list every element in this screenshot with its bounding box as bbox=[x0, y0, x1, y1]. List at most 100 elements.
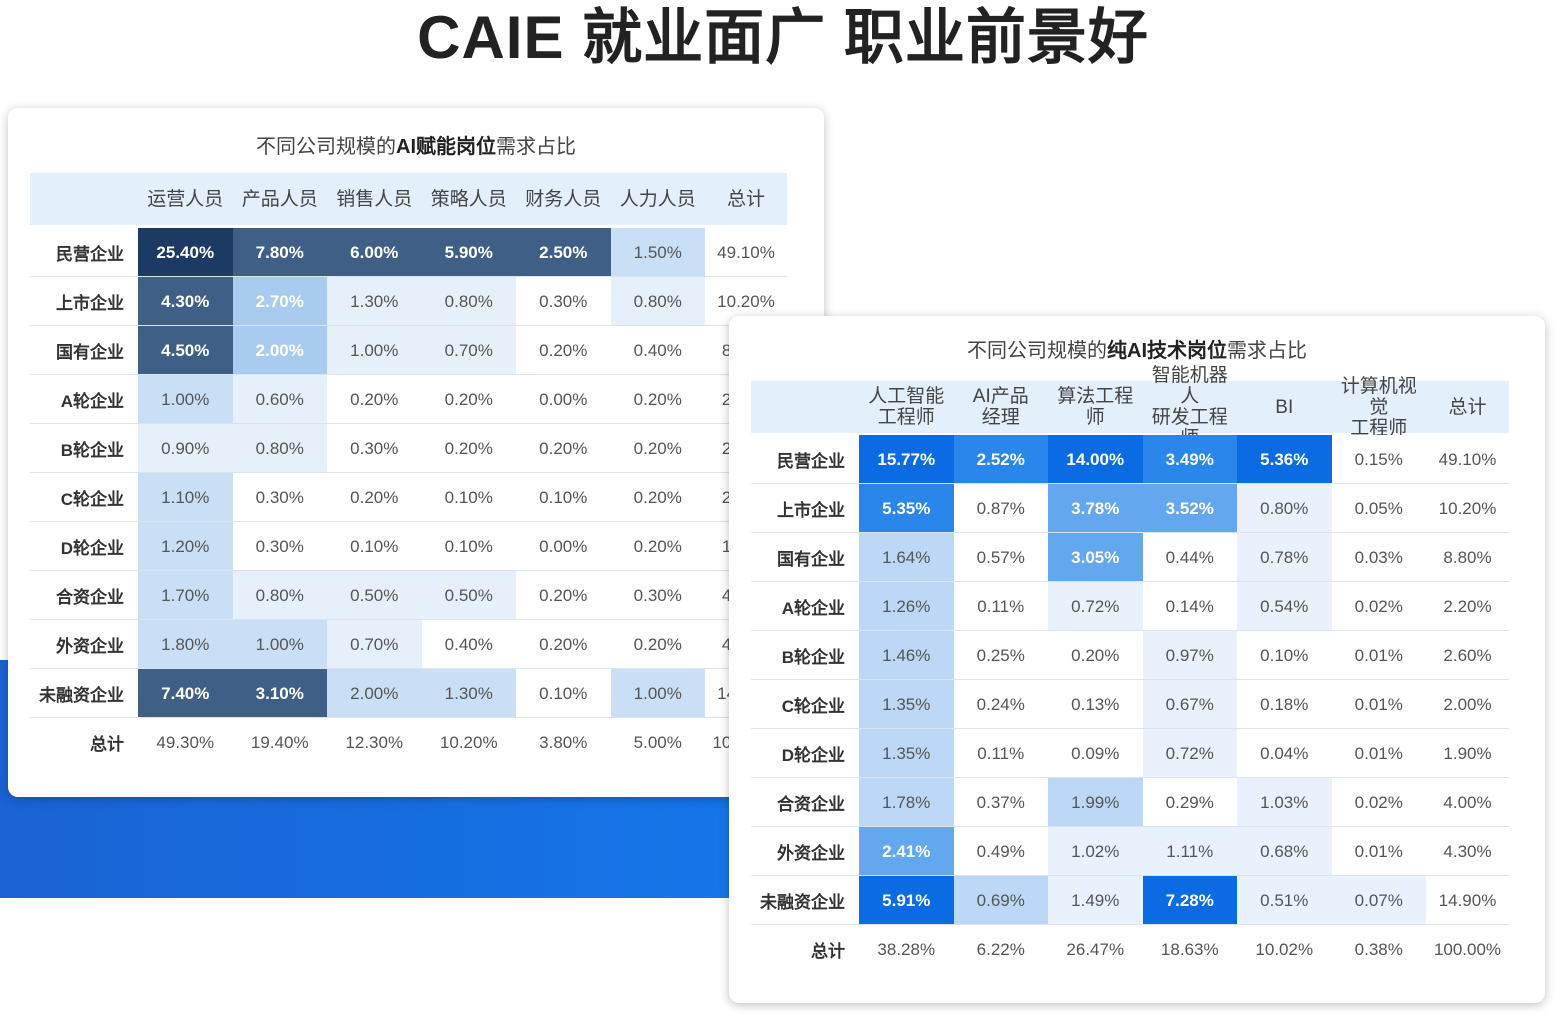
column-total: 18.63% bbox=[1160, 939, 1219, 959]
row-total: 2.00% bbox=[1443, 694, 1492, 714]
heat-cell: 0.14% bbox=[1142, 582, 1237, 631]
heat-cell: 0.00% bbox=[516, 375, 611, 424]
heat-cell: 0.30% bbox=[232, 473, 327, 522]
row-label: 未融资企业 bbox=[760, 893, 845, 912]
row-divider bbox=[30, 472, 787, 473]
heat-cell: 0.05% bbox=[1331, 484, 1426, 533]
heat-cell: 6.00% bbox=[327, 228, 422, 277]
heat-cell: 0.25% bbox=[953, 631, 1048, 680]
row-label: 合资企业 bbox=[56, 588, 124, 607]
heat-cell: 15.77% bbox=[859, 435, 954, 484]
totals-label: 总计 bbox=[90, 735, 124, 754]
heat-cell: 14.00% bbox=[1048, 435, 1143, 484]
header-line: 师 bbox=[1085, 407, 1105, 428]
heat-cell: 0.02% bbox=[1331, 582, 1426, 631]
heat-cell: 1.35% bbox=[859, 680, 954, 729]
row-label: 上市企业 bbox=[56, 294, 124, 313]
header-line: 智能机器人 bbox=[1151, 365, 1228, 407]
header-line: 运营人员 bbox=[147, 188, 224, 210]
heat-cell: 0.97% bbox=[1142, 631, 1237, 680]
heat-cell: 1.80% bbox=[138, 620, 233, 669]
row-label: 国有企业 bbox=[777, 550, 845, 569]
totals-label: 总计 bbox=[811, 942, 845, 961]
heat-cell: 0.50% bbox=[421, 571, 516, 620]
row-divider bbox=[751, 581, 1509, 582]
row-total: 8.80% bbox=[1443, 547, 1492, 567]
title-part: 纯AI技术岗位 bbox=[1107, 340, 1227, 362]
heat-cell: 7.40% bbox=[138, 669, 233, 718]
row-total: 4.30% bbox=[1443, 841, 1492, 861]
row-divider bbox=[30, 668, 787, 669]
heat-cell: 0.13% bbox=[1048, 680, 1143, 729]
heat-cell: 0.20% bbox=[327, 473, 422, 522]
header-line: 算法工程 bbox=[1057, 386, 1134, 407]
column-header: 智能机器人研发工程师 bbox=[1143, 365, 1238, 449]
heat-cell: 1.70% bbox=[138, 571, 233, 620]
header-line: 计算机视觉 bbox=[1340, 375, 1417, 418]
heat-cell: 1.99% bbox=[1048, 778, 1143, 827]
column-header: 人力人员 bbox=[611, 173, 706, 225]
heat-cell: 5.90% bbox=[421, 228, 516, 277]
header-line: BI bbox=[1275, 396, 1294, 418]
heat-cell: 0.68% bbox=[1237, 827, 1332, 876]
heat-cell: 1.00% bbox=[327, 326, 422, 375]
heat-cell: 1.50% bbox=[610, 228, 705, 277]
header-line: 总计 bbox=[1448, 396, 1487, 418]
row-total: 2.60% bbox=[1443, 645, 1492, 665]
heat-cell: 0.57% bbox=[953, 533, 1048, 582]
header-line: 经理 bbox=[981, 407, 1020, 428]
title-part: 需求占比 bbox=[496, 136, 576, 158]
heat-cell: 0.40% bbox=[610, 326, 705, 375]
column-total: 49.30% bbox=[156, 732, 215, 752]
row-total: 10.20% bbox=[717, 291, 775, 311]
heat-cell: 2.41% bbox=[859, 827, 954, 876]
heat-cell: 0.78% bbox=[1237, 533, 1332, 582]
heat-cell: 3.05% bbox=[1048, 533, 1143, 582]
heat-cell: 0.01% bbox=[1331, 827, 1426, 876]
heat-cell: 0.09% bbox=[1048, 729, 1143, 778]
heat-cell: 0.10% bbox=[516, 473, 611, 522]
header-bar bbox=[30, 173, 787, 225]
row-divider bbox=[30, 521, 787, 522]
heat-cell: 0.03% bbox=[1331, 533, 1426, 582]
heat-cell: 0.01% bbox=[1331, 631, 1426, 680]
column-header: 算法工程师 bbox=[1048, 381, 1143, 433]
heat-cell: 0.20% bbox=[516, 326, 611, 375]
heat-cell: 0.40% bbox=[421, 620, 516, 669]
row-total: 1.90% bbox=[1443, 743, 1492, 763]
row-label: 上市企业 bbox=[777, 501, 845, 520]
heat-cell: 0.20% bbox=[610, 473, 705, 522]
column-header: 总计 bbox=[1426, 381, 1509, 433]
column-header: 产品人员 bbox=[233, 173, 328, 225]
row-label: 未融资企业 bbox=[39, 686, 124, 705]
heat-cell: 0.72% bbox=[1048, 582, 1143, 631]
heat-cell: 1.78% bbox=[859, 778, 954, 827]
heat-cell: 0.90% bbox=[138, 424, 233, 473]
heat-cell: 0.30% bbox=[610, 571, 705, 620]
heat-cell: 0.50% bbox=[327, 571, 422, 620]
column-header: 销售人员 bbox=[327, 173, 422, 225]
heat-cell: 0.80% bbox=[232, 571, 327, 620]
row-label: C轮企业 bbox=[60, 490, 124, 509]
heat-cell: 0.49% bbox=[953, 827, 1048, 876]
heat-cell: 1.00% bbox=[232, 620, 327, 669]
row-label: 民营企业 bbox=[56, 245, 124, 264]
table-title: 不同公司规模的纯AI技术岗位需求占比 bbox=[729, 336, 1545, 366]
heat-cell: 0.10% bbox=[421, 522, 516, 571]
row-divider bbox=[751, 728, 1509, 729]
row-total: 49.10% bbox=[1438, 449, 1497, 469]
header-line: 工程师 bbox=[877, 407, 935, 428]
heat-cell: 0.70% bbox=[327, 620, 422, 669]
heat-cell: 2.52% bbox=[953, 435, 1048, 484]
heat-cell: 5.91% bbox=[859, 876, 954, 925]
title-part: 需求占比 bbox=[1227, 340, 1307, 362]
column-header: 计算机视觉 工程师 bbox=[1332, 376, 1427, 439]
heat-cell: 0.80% bbox=[232, 424, 327, 473]
heat-cell: 0.80% bbox=[421, 277, 516, 326]
heat-cell: 0.80% bbox=[610, 277, 705, 326]
row-label: B轮企业 bbox=[60, 441, 124, 460]
row-divider bbox=[751, 679, 1509, 680]
heat-cell: 0.10% bbox=[421, 473, 516, 522]
heat-cell: 0.00% bbox=[516, 522, 611, 571]
row-divider bbox=[30, 423, 787, 424]
